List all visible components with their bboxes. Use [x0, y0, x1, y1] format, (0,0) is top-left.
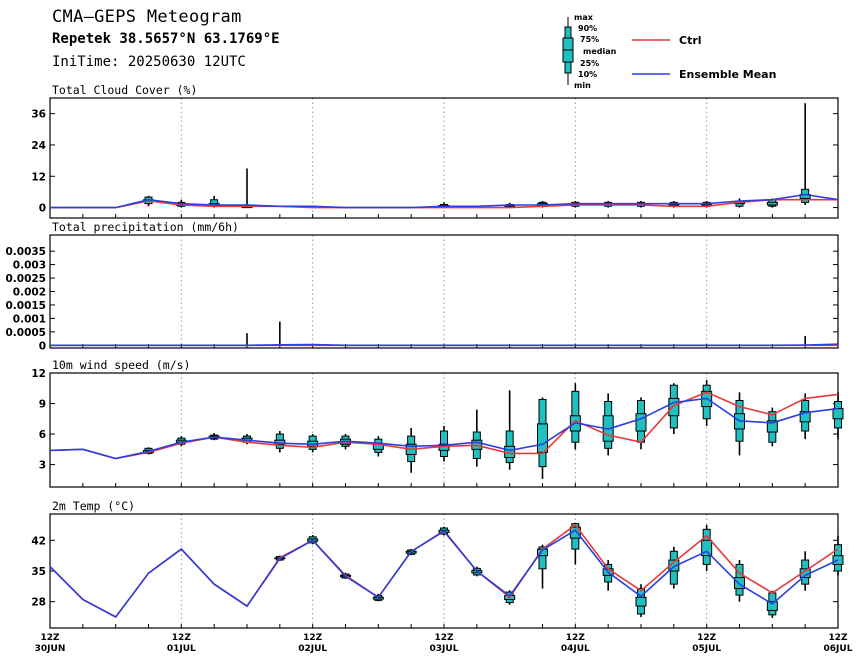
box-inner [701, 539, 713, 557]
location-label: Repetek 38.5657°N 63.1769°E [52, 31, 280, 47]
panel-temp: 2m Temp (°C)42352812Z30JUN12Z01JUL12Z02J… [31, 499, 852, 654]
y-tick-label: 42 [31, 535, 46, 547]
panel-wind: 10m wind speed (m/s) 12 9 6 3 [31, 358, 844, 488]
y-tick-label: 0.0015 [5, 300, 46, 312]
box-plot [241, 168, 253, 209]
x-tick-label-hour: 12Z [434, 633, 454, 643]
legend-ctrl-label: Ctrl [679, 34, 702, 47]
box-plot [668, 546, 680, 589]
x-tick-label-date: 04JUL [561, 644, 590, 654]
y-tick-label: 0 [39, 340, 46, 352]
box-plot [635, 397, 647, 450]
x-tick-label-date: 05JUL [692, 644, 721, 654]
box-plot [832, 392, 844, 440]
x-tick-label-date: 03JUL [430, 644, 459, 654]
y-tick-label: 9 [39, 399, 46, 411]
x-tick-label-hour: 12Z [828, 633, 848, 643]
box-plot [372, 436, 384, 457]
x-tick-label-hour: 12Z [172, 633, 192, 643]
box-plot [799, 393, 811, 440]
ensemble-mean-line [50, 343, 839, 347]
x-tick-label-hour: 12Z [303, 633, 323, 643]
box-inner [799, 411, 811, 423]
panel-title: Total precipitation (mm/6h) [52, 220, 239, 234]
y-tick-label: 3 [39, 460, 46, 472]
box-plot [701, 524, 713, 571]
box-inner [766, 601, 778, 611]
panel-title: Total Cloud Cover (%) [52, 83, 197, 97]
panel-title: 2m Temp (°C) [52, 499, 135, 513]
box-plot [569, 383, 581, 450]
x-tick-label-hour: 12Z [697, 633, 717, 643]
x-tick-label-date: 30JUN [35, 644, 66, 654]
box-plot [602, 393, 614, 456]
chart-title: CMA—GEPS Meteogram [52, 7, 242, 27]
y-tick-label: 0.0035 [5, 246, 46, 258]
legend-label-max: max [574, 13, 594, 22]
init-time-label: IniTime: 20250630 12UTC [52, 54, 246, 70]
y-tick-label: 0.0005 [5, 327, 46, 339]
box-inner [766, 420, 778, 433]
box-plot [701, 380, 713, 426]
legend-label-25: 25% [580, 59, 599, 68]
box-plot [504, 390, 516, 470]
box-inner [635, 413, 647, 432]
box-inner [734, 577, 745, 590]
ensemble-mean-line [50, 193, 839, 209]
y-tick-label: 0.0025 [5, 273, 46, 285]
box-plot [274, 431, 286, 453]
legend-mean-label: Ensemble Mean [679, 68, 776, 81]
box-outer [538, 546, 547, 570]
box-inner [635, 596, 647, 607]
x-tick-label-date: 06JUL [824, 644, 853, 654]
box-plot [832, 535, 844, 576]
y-tick-label: 0.002 [13, 287, 46, 299]
legend-label-75: 75% [580, 35, 599, 44]
y-tick-label: 12 [31, 171, 46, 183]
box-plot [438, 425, 450, 462]
x-tick-label-date: 02JUL [298, 644, 327, 654]
ensemble-mean-line [49, 529, 839, 619]
header: CMA—GEPS Meteogram Repetek 38.5657°N 63.… [0, 0, 860, 90]
box-inner [832, 408, 844, 420]
y-tick-label: 24 [31, 140, 46, 152]
y-tick-label: 12 [31, 368, 46, 380]
ensemble-mean-line [49, 397, 839, 460]
y-tick-label: 6 [39, 429, 46, 441]
x-tick-label-hour: 12Z [40, 633, 60, 643]
box-inner [537, 423, 548, 453]
y-tick-label: 36 [31, 109, 46, 121]
ctrl-line [49, 523, 839, 619]
ctrl-line [49, 391, 839, 460]
y-tick-label: 0.001 [13, 313, 46, 325]
box-inner [766, 201, 778, 206]
legend: max 90% 75% median 25% 10% min Ctrl Ense… [562, 13, 776, 90]
x-tick-label-hour: 12Z [566, 633, 586, 643]
y-tick-label: 28 [31, 597, 46, 609]
box-inner [668, 397, 680, 417]
box-plot [471, 409, 483, 467]
legend-label-median: median [583, 47, 617, 56]
y-tick-label: 0.003 [13, 260, 46, 272]
ctrl-line [50, 198, 838, 209]
x-tick-label-date: 01JUL [167, 644, 196, 654]
panel-cloud: Total Cloud Cover (%) 36 24 12 0 [31, 83, 839, 219]
panel-frame [49, 234, 839, 349]
y-tick-label: 0 [39, 203, 46, 215]
legend-label-90: 90% [578, 24, 597, 33]
panel-title: 10m wind speed (m/s) [52, 358, 190, 372]
box-plot [734, 392, 745, 456]
box-outer [440, 430, 448, 457]
y-tick-label: 35 [31, 566, 46, 578]
legend-label-10: 10% [578, 70, 597, 79]
legend-label-min: min [574, 81, 591, 90]
box-plot [799, 103, 811, 205]
box-plot [537, 397, 548, 479]
box-plot [405, 427, 417, 473]
panel-precip: Total precipitation (mm/6h)0.00350.0030.… [5, 220, 839, 352]
